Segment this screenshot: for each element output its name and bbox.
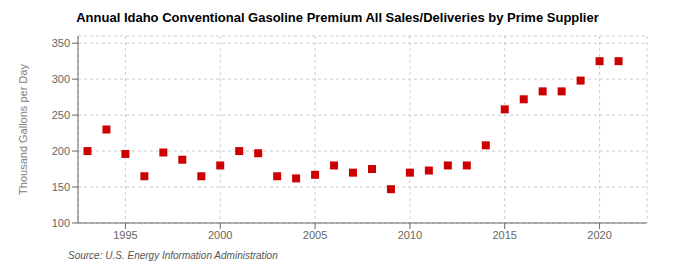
html-text:Source: U.S. Energy Informatio: Source: U.S. Energy Information Administ… <box>68 250 278 261</box>
svg-text:2020: 2020 <box>587 229 611 241</box>
svg-text:2005: 2005 <box>303 229 327 241</box>
svg-text:1995: 1995 <box>113 229 137 241</box>
svg-text:250: 250 <box>52 109 70 121</box>
svg-text:100: 100 <box>52 217 70 229</box>
svg-text:2010: 2010 <box>398 229 422 241</box>
svg-text:2015: 2015 <box>493 229 517 241</box>
html-text:Annual Idaho Conventional Gaso: Annual Idaho Conventional Gasoline Premi… <box>76 10 599 25</box>
svg-text:300: 300 <box>52 73 70 85</box>
svg-text:2000: 2000 <box>208 229 232 241</box>
svg-text:150: 150 <box>52 181 70 193</box>
svg-text:200: 200 <box>52 145 70 157</box>
svg-text:350: 350 <box>52 37 70 49</box>
svg-text:Thousand Gallons per Day: Thousand Gallons per Day <box>17 64 29 195</box>
